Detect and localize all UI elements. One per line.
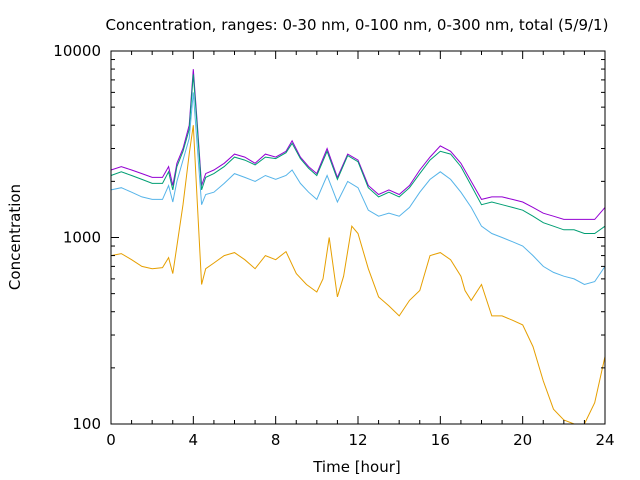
x-tick-label: 4 xyxy=(189,431,199,449)
x-tick-label: 12 xyxy=(348,431,367,449)
series-line-1 xyxy=(110,69,606,220)
chart-title: Concentration, ranges: 0-30 nm, 0-100 nm… xyxy=(106,16,609,34)
series-layer xyxy=(110,69,606,425)
y-tick-label: 100 xyxy=(72,415,101,433)
series-line-3 xyxy=(110,92,606,286)
series-line-4 xyxy=(110,125,606,425)
x-tick-label: 16 xyxy=(431,431,450,449)
x-tick-label: 24 xyxy=(595,431,614,449)
x-tick-label: 0 xyxy=(106,431,116,449)
ticks-layer: 0 4 8 12 16 20 24 100 1000 10000 xyxy=(53,42,614,449)
x-tick-label: 20 xyxy=(513,431,532,449)
x-tick-label: 8 xyxy=(271,431,281,449)
y-axis-label: Concentration xyxy=(6,184,24,290)
y-tick-label: 10000 xyxy=(53,42,101,60)
x-axis-label: Time [hour] xyxy=(312,458,401,476)
series-line-2 xyxy=(110,74,606,234)
plot-frame xyxy=(110,50,606,425)
y-tick-label: 1000 xyxy=(63,229,101,247)
